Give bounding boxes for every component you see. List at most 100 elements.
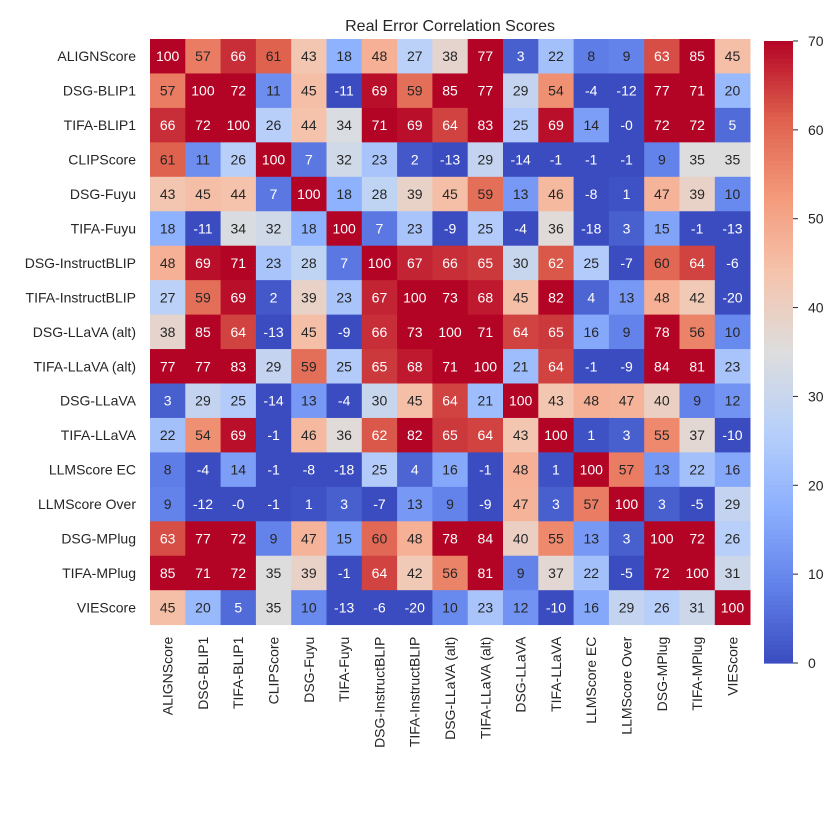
heatmap-cell <box>644 280 680 315</box>
heatmap-cell <box>467 211 504 247</box>
heatmap-cell <box>220 176 257 212</box>
cell-value-label: 34 <box>230 220 246 236</box>
heatmap-cell <box>220 349 257 384</box>
colorbar-segment <box>764 480 793 486</box>
cell-value-label: 13 <box>583 531 599 547</box>
row-label: VIEScore <box>77 599 136 615</box>
cell-value-label: 63 <box>160 531 176 547</box>
cell-value-label: 2 <box>270 289 278 305</box>
colorbar-segment <box>764 76 793 82</box>
heatmap-cell <box>326 590 363 626</box>
cell-value-label: 100 <box>474 358 498 374</box>
cell-value-label: -13 <box>440 152 460 168</box>
cell-value-label: 64 <box>372 565 388 581</box>
heatmap-cell <box>679 590 716 626</box>
heatmap-cell <box>432 349 469 384</box>
heatmap-cell <box>714 314 751 350</box>
cell-value-label: -9 <box>444 220 457 236</box>
cell-value-label: 54 <box>195 427 211 443</box>
cell-value-label: 13 <box>301 393 317 409</box>
colorbar-tick-label: 50 <box>808 211 824 227</box>
cell-value-label: 10 <box>442 599 458 615</box>
colorbar-segment <box>764 591 793 597</box>
heatmap-cell <box>361 73 398 109</box>
colorbar-segment <box>764 565 793 571</box>
cell-value-label: -4 <box>585 83 598 99</box>
cell-value-label: 16 <box>583 324 599 340</box>
heatmap-cell <box>644 486 680 522</box>
heatmap-cell <box>185 417 221 453</box>
heatmap-cell <box>185 349 221 384</box>
colorbar-segment <box>764 200 793 206</box>
heatmap-cell <box>361 349 398 384</box>
heatmap-cell <box>503 452 539 488</box>
colorbar-segment <box>764 440 793 446</box>
heatmap-cell <box>432 314 469 350</box>
heatmap-cell <box>185 211 221 247</box>
heatmap-cell <box>185 280 221 315</box>
cell-value-label: 62 <box>548 255 564 271</box>
heatmap-cell <box>255 211 292 247</box>
heatmap-cell <box>255 452 292 488</box>
colorbar-segment <box>764 551 793 557</box>
cell-value-label: 82 <box>548 289 564 305</box>
heatmap-cell <box>220 417 257 453</box>
cell-value-label: 36 <box>548 220 564 236</box>
cell-value-label: 39 <box>407 186 423 202</box>
cell-value-label: -12 <box>616 83 636 99</box>
colorbar-segment <box>764 485 793 491</box>
column-label: TIFA-MPlug <box>689 637 705 711</box>
heatmap-cell <box>397 590 433 626</box>
heatmap-cell <box>714 555 751 591</box>
heatmap-cell <box>220 211 257 247</box>
cell-value-label: 28 <box>372 186 388 202</box>
heatmap-cell <box>573 245 610 281</box>
colorbar-segment <box>764 174 793 180</box>
colorbar-segment <box>764 654 793 660</box>
heatmap-cell <box>291 176 327 212</box>
heatmap-cell <box>397 73 433 109</box>
column-label: DSG-InstructBLIP <box>371 637 387 748</box>
chart-title: Real Error Correlation Scores <box>345 18 555 35</box>
cell-value-label: 26 <box>725 531 741 547</box>
column-label: DSG-Fuyu <box>301 637 317 703</box>
cell-value-label: 65 <box>442 427 458 443</box>
cell-value-label: 3 <box>658 496 666 512</box>
cell-value-label: 47 <box>654 186 670 202</box>
heatmap-cell <box>644 452 680 488</box>
cell-value-label: 69 <box>407 117 423 133</box>
colorbar-segment <box>764 507 793 513</box>
cell-value-label: 100 <box>615 496 639 512</box>
colorbar-segment <box>764 138 793 144</box>
heatmap-cell <box>255 383 292 419</box>
cell-value-label: 16 <box>725 462 741 478</box>
cell-value-label: 25 <box>336 358 352 374</box>
heatmap-cell <box>503 142 539 178</box>
heatmap-cell <box>361 280 398 315</box>
cell-value-label: 26 <box>266 117 282 133</box>
cell-value-label: -1 <box>479 462 492 478</box>
colorbar-segment <box>764 391 793 398</box>
colorbar-segment <box>764 303 793 309</box>
cell-value-label: 25 <box>230 393 246 409</box>
cell-value-label: 45 <box>725 48 741 64</box>
cell-value-label: 40 <box>513 531 529 547</box>
heatmap-cell <box>432 486 469 522</box>
colorbar-segment <box>764 289 793 295</box>
heatmap-cell <box>573 349 610 384</box>
heatmap-cell <box>397 349 433 384</box>
heatmap-cell <box>467 486 504 522</box>
cell-value-label: 100 <box>156 48 180 64</box>
heatmap-cell <box>714 73 751 109</box>
heatmap-cell <box>220 555 257 591</box>
cell-value-label: 77 <box>654 83 670 99</box>
cell-value-label: 15 <box>654 220 670 236</box>
heatmap-cell <box>361 176 398 212</box>
cell-value-label: 100 <box>650 531 674 547</box>
colorbar-segment <box>764 103 793 109</box>
cell-value-label: 35 <box>266 565 282 581</box>
cell-value-label: 82 <box>407 427 423 443</box>
cell-value-label: 11 <box>196 152 211 168</box>
cell-value-label: 22 <box>583 565 599 581</box>
